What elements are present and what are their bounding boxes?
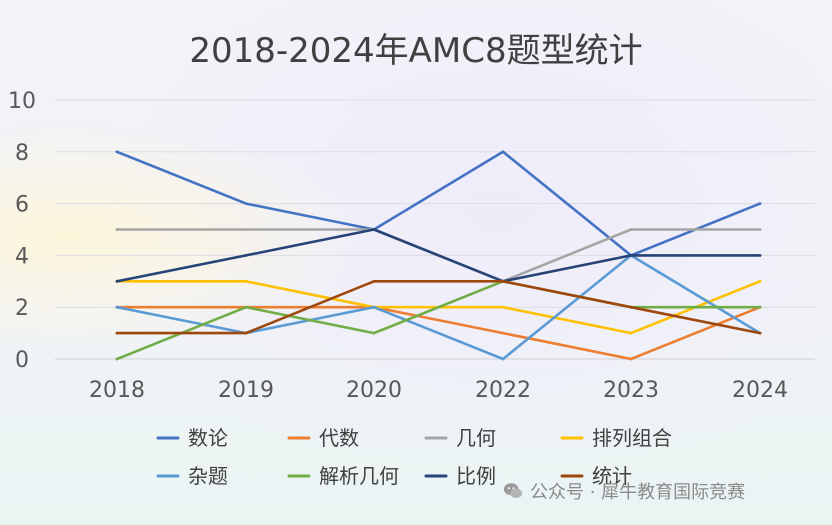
data-point: [501, 279, 505, 283]
series-line: [115, 279, 762, 335]
x-tick-label: 2018: [89, 378, 145, 403]
legend-entry: 统计: [560, 464, 632, 488]
y-tick-label: 4: [15, 244, 29, 269]
y-tick-label: 0: [15, 348, 29, 373]
data-point: [629, 331, 633, 335]
series-line: [115, 305, 762, 361]
chart-title: 2018-2024年AMC8题型统计: [189, 31, 642, 71]
data-point: [372, 228, 376, 231]
series-7: [115, 279, 762, 335]
y-tick-label: 6: [15, 193, 29, 218]
legend-entry: 比例: [424, 464, 496, 488]
legend-entry: 几何: [424, 426, 496, 450]
series-line: [115, 228, 762, 283]
data-point: [244, 279, 248, 283]
data-point: [244, 202, 248, 206]
series-line: [115, 279, 762, 361]
x-tick-label: 2019: [218, 378, 274, 403]
legend-label: 数论: [188, 426, 228, 450]
x-tick-label: 2024: [732, 378, 788, 403]
data-point: [758, 279, 762, 283]
data-point: [629, 357, 633, 361]
legend-entry: 代数: [287, 426, 359, 450]
legend-label: 比例: [456, 464, 496, 488]
y-tick-label: 8: [15, 141, 29, 166]
legend-label: 排列组合: [592, 426, 672, 450]
legend-entry: 数论: [156, 426, 228, 450]
data-point: [501, 357, 505, 361]
data-point: [115, 150, 119, 154]
y-axis-ticks: 0 2 4 6 8 10: [8, 89, 36, 373]
data-point: [244, 228, 248, 231]
data-point: [115, 331, 119, 335]
legend-label: 解析几何: [319, 464, 399, 488]
x-tick-label: 2023: [603, 378, 659, 403]
legend-label: 代数: [319, 426, 359, 450]
data-point: [244, 331, 248, 335]
legend-entry: 解析几何: [287, 464, 399, 488]
x-tick-label: 2020: [346, 378, 402, 403]
legend-label: 几何: [456, 426, 496, 450]
x-tick-label: 2022: [475, 378, 531, 403]
series-line: [115, 254, 762, 361]
y-tick-label: 2: [15, 296, 29, 321]
watermark: 公众号 · 犀牛教育国际竞赛: [502, 478, 745, 504]
data-point: [501, 305, 505, 309]
data-point: [758, 202, 762, 206]
data-point: [758, 305, 762, 309]
wechat-icon: [503, 483, 523, 499]
data-point: [115, 279, 119, 283]
data-point: [629, 254, 633, 257]
data-point: [115, 228, 119, 231]
data-point: [244, 254, 248, 257]
series-lines: [115, 150, 762, 361]
legend-entry: 杂题: [156, 464, 228, 488]
data-point: [501, 150, 505, 154]
y-tick-label: 10: [8, 89, 36, 114]
data-point: [758, 331, 762, 335]
legend-entry: 排列组合: [560, 426, 672, 450]
data-point: [372, 279, 376, 283]
data-point: [758, 254, 762, 257]
x-axis-ticks: 2018 2019 2020 2022 2023 2024: [89, 378, 788, 403]
data-point: [758, 228, 762, 231]
watermark-text: 公众号 · 犀牛教育国际竞赛: [530, 482, 746, 503]
data-point: [115, 305, 119, 309]
data-point: [244, 305, 248, 309]
series-line: [115, 150, 762, 257]
data-point: [115, 357, 119, 361]
data-point: [372, 305, 376, 309]
legend-label: 杂题: [188, 464, 228, 488]
data-point: [629, 228, 633, 231]
data-point: [501, 331, 505, 335]
data-point: [629, 305, 633, 309]
legend-label: 统计: [592, 464, 632, 488]
data-point: [372, 331, 376, 335]
